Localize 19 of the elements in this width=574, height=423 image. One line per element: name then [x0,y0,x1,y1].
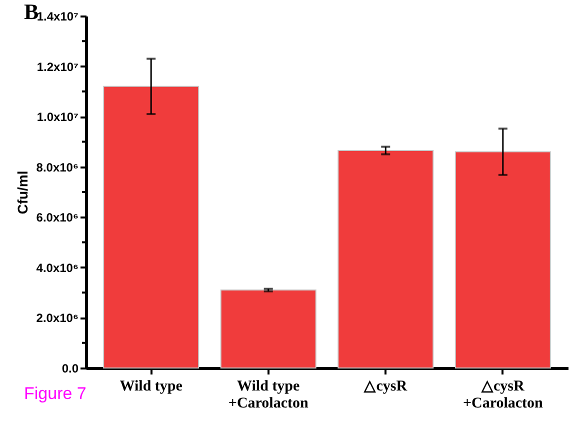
caption: Figure 7 [24,384,86,403]
y-axis-title: Cfu/ml [14,170,30,214]
y-tick-label: 8.0x10⁶ [36,160,78,174]
x-tick-label: △cysR +Carolacton [462,378,544,412]
x-tick-label: △cysR [363,378,408,394]
bar [338,150,434,368]
y-tick-label: 1.2x10⁷ [36,60,79,74]
y-tick-label: 0.0 [62,362,79,376]
y-tick-label: 4.0x10⁶ [36,260,78,275]
y-tick-label: 6.0x10⁶ [36,210,78,225]
y-tick-label: 1.0x10⁷ [36,110,79,124]
bar [220,290,316,368]
bar [454,151,551,368]
text: B [24,0,39,24]
bar [103,86,200,368]
x-tick-label: Wild type +Carolacton [228,378,309,412]
y-tick-label: 1.4x10⁷ [36,10,79,24]
x-tick-label: Wild type [120,378,183,394]
y-tick-label: 2.0x10⁶ [36,311,78,326]
